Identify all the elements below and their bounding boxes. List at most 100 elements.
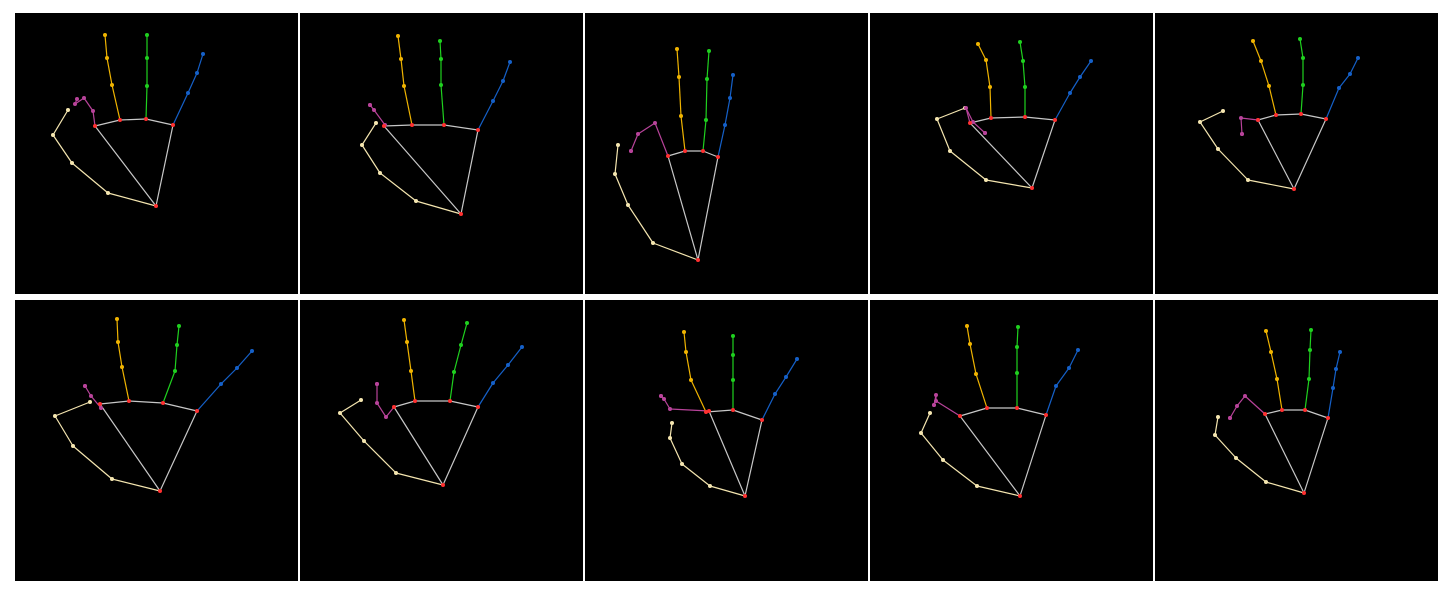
index-bone: [373, 109, 386, 126]
index-joint: [375, 382, 379, 386]
thumb-bone: [614, 144, 619, 175]
pinky-bone: [1335, 351, 1341, 370]
knuckle-joint: [716, 155, 720, 159]
pinky-bone: [774, 376, 787, 395]
middle-joint: [110, 83, 114, 87]
thumb-joint: [613, 172, 617, 176]
ring-bone: [702, 119, 707, 152]
pinky-joint: [491, 381, 495, 385]
thumb-joint: [708, 484, 712, 488]
pinky-joint: [1337, 86, 1341, 90]
middle-bone: [104, 34, 108, 59]
panel-4: [870, 13, 1153, 294]
index-bone: [669, 408, 710, 412]
thumb-bone: [339, 399, 362, 414]
middle-joint: [116, 340, 120, 344]
pinky-joint: [731, 73, 735, 77]
thumb-joint: [394, 471, 398, 475]
index-bone: [935, 400, 961, 417]
index-joint: [1228, 416, 1232, 420]
ring-bone: [145, 85, 148, 120]
index-bone: [1236, 395, 1246, 407]
ring-bone: [1309, 329, 1312, 351]
knuckle-joint: [144, 117, 148, 121]
hand-skeleton: [360, 34, 512, 216]
pinky-bone: [502, 61, 511, 82]
knuckle-joint: [1324, 117, 1328, 121]
middle-bone: [683, 331, 687, 353]
pinky-bone: [477, 382, 494, 408]
thumb-joint: [680, 462, 684, 466]
knuckle-joint: [731, 408, 735, 412]
thumb-joint: [338, 411, 342, 415]
ring-joint: [438, 39, 442, 43]
index-joint: [91, 109, 95, 113]
thumb-joint: [1216, 147, 1220, 151]
palm-line: [1024, 116, 1056, 121]
middle-bone: [1252, 40, 1262, 62]
knuckle-joint: [161, 401, 165, 405]
knuckle-joint: [985, 406, 989, 410]
thumb-bone: [614, 173, 629, 206]
thumb-joint: [106, 191, 110, 195]
index-joint: [368, 103, 372, 107]
middle-joint: [402, 84, 406, 88]
palm-line: [393, 406, 444, 486]
knuckle-joint: [476, 405, 480, 409]
pinky-joint: [1334, 367, 1338, 371]
ring-bone: [162, 370, 176, 404]
palm-line: [155, 124, 174, 207]
thumb-joint: [948, 149, 952, 153]
knuckle-joint: [195, 409, 199, 413]
pinky-joint: [1076, 348, 1080, 352]
index-joint: [934, 393, 938, 397]
palm-line: [443, 124, 479, 131]
middle-bone: [1268, 85, 1277, 116]
index-joint: [375, 401, 379, 405]
middle-joint: [409, 369, 413, 373]
thumb-bone: [1199, 110, 1224, 123]
palm-line: [99, 403, 161, 492]
wrist-joint: [743, 494, 747, 498]
middle-bone: [400, 58, 405, 87]
panel-7: [300, 300, 583, 581]
pinky-joint: [1078, 75, 1082, 79]
palm-line: [1275, 113, 1302, 116]
pinky-bone: [1055, 367, 1070, 387]
pinky-bone: [1054, 92, 1071, 121]
palm-line: [1303, 417, 1329, 494]
palm-line: [449, 400, 479, 408]
ring-joint: [731, 378, 735, 382]
pinky-bone: [1338, 73, 1351, 89]
middle-bone: [117, 341, 123, 368]
knuckle-joint: [1280, 408, 1284, 412]
knuckle-joint: [410, 123, 414, 127]
thumb-bone: [942, 459, 978, 487]
middle-joint: [682, 330, 686, 334]
knuckle-joint: [98, 402, 102, 406]
ring-joint: [177, 324, 181, 328]
knuckle-joint: [93, 124, 97, 128]
knuckle-joint: [1326, 416, 1330, 420]
index-joint: [99, 406, 103, 410]
index-joint: [964, 106, 968, 110]
index-joint: [659, 394, 663, 398]
index-joint: [89, 394, 93, 398]
middle-joint: [1259, 59, 1263, 63]
ring-bone: [1019, 41, 1024, 62]
thumb-joint: [935, 117, 939, 121]
index-joint: [83, 384, 87, 388]
index-bone: [637, 122, 656, 135]
ring-bone: [705, 78, 708, 121]
wrist-joint: [441, 483, 445, 487]
knuckle-joint: [476, 128, 480, 132]
thumb-bone: [107, 192, 157, 207]
middle-bone: [685, 351, 692, 381]
middle-bone: [977, 43, 987, 61]
thumb-bone: [52, 134, 73, 164]
pinky-joint: [501, 79, 505, 83]
ring-bone: [1022, 60, 1026, 88]
middle-bone: [121, 366, 130, 402]
thumb-bone: [54, 401, 91, 417]
index-joint: [636, 132, 640, 136]
